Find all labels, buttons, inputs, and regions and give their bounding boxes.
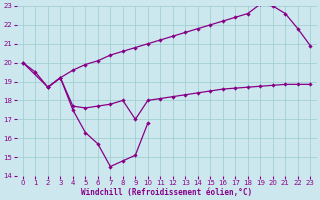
X-axis label: Windchill (Refroidissement éolien,°C): Windchill (Refroidissement éolien,°C): [81, 188, 252, 197]
